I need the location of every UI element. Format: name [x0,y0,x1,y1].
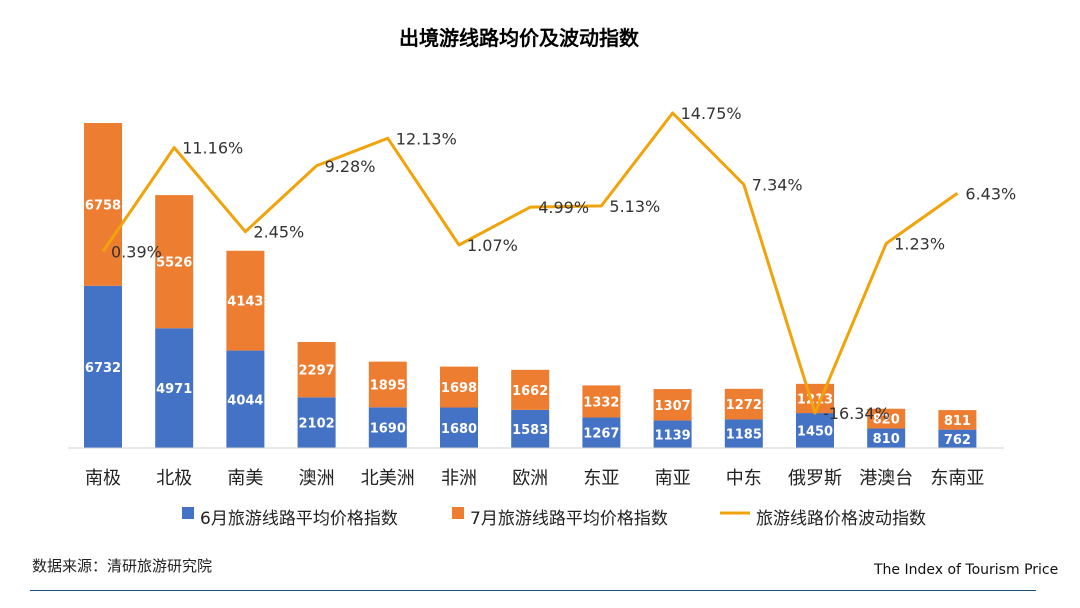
bar-july-11 [867,408,906,429]
line-label-3: 9.28% [325,157,376,176]
bar-label-june-4: 1690 [370,422,406,437]
bar-label-july-0: 6758 [85,198,121,213]
bar-label-july-6: 1662 [512,384,548,399]
bar-label-june-5: 1680 [441,422,477,437]
category-label-2: 南美 [227,468,263,489]
bar-label-july-8: 1307 [655,399,691,414]
bar-label-july-4: 1895 [370,378,406,393]
bar-july-2 [226,250,265,351]
bar-label-july-12: 811 [944,414,971,429]
bar-label-june-2: 4044 [227,393,263,408]
category-label-7: 东亚 [583,468,619,489]
bar-july-8 [653,389,692,421]
bar-june-7 [582,417,621,448]
line-label-9: 7.34% [752,176,803,195]
data-source-note: 数据来源：清研旅游研究院 [32,557,213,575]
bar-june-4 [368,407,407,448]
bar-june-6 [511,409,550,448]
category-label-10: 俄罗斯 [788,468,842,489]
bar-june-3 [297,397,336,448]
category-label-1: 北极 [156,468,192,489]
bar-june-11 [867,428,906,448]
bar-july-5 [440,366,478,408]
category-label-11: 港澳台 [859,468,913,489]
bar-july-6 [511,369,550,410]
bar-label-july-2: 4143 [227,295,263,310]
category-label-3: 澳洲 [299,468,335,489]
line-layer: 0.39% 11.16% 2.45% 9.28% 12.13% 1.07% 4.99% 5.1… [101,104,1016,423]
bar-label-july-9: 1272 [726,398,762,413]
line-label-6: 4.99% [538,198,589,217]
bar-june-2 [226,350,265,448]
bar-june-5 [440,407,478,448]
bar-june-0 [84,285,122,448]
bar-label-july-11: 820 [873,413,900,428]
legend-label-july: 7月旅游线路平均价格指数 [470,509,668,529]
bar-label-july-5: 1698 [441,381,477,396]
line-label-8: 14.75% [681,104,742,123]
bar-july-4 [368,361,407,408]
bar-label-july-1: 5526 [156,256,192,271]
bar-label-june-7: 1267 [583,427,619,442]
bar-label-june-11: 810 [873,432,900,447]
bar-label-july-7: 1332 [583,395,619,410]
bar-june-1 [155,328,194,448]
bar-june-9 [724,419,763,448]
brand-text: The Index of Tourism Price [874,562,1059,578]
line-label-5: 1.07% [467,236,518,255]
legend: 6月旅游线路平均价格指数 7月旅游线路平均价格指数 旅游线路价格波动指数 [182,507,926,529]
bar-label-july-10: 1213 [797,392,833,407]
category-labels: 南极 北极 南美 澳洲 北美洲 非洲 欧洲 东亚 南亚 中东 俄罗斯 港澳台 东南亚 [85,468,984,489]
category-label-9: 中东 [726,468,762,489]
line-label-7: 5.13% [609,197,660,216]
legend-swatch-june [182,507,194,519]
bottom-rule [30,590,1036,591]
bar-label-june-8: 1139 [655,428,691,443]
category-label-5: 非洲 [441,468,477,489]
line-label-0: 0.39% [111,243,162,262]
bar-june-10 [796,413,834,448]
bar-label-june-12: 762 [944,433,971,448]
bar-july-9 [724,388,763,420]
bar-june-12 [938,429,977,448]
bar-label-june-0: 6732 [85,361,121,376]
bar-label-june-1: 4971 [156,382,192,397]
bar-label-june-9: 1185 [726,428,762,443]
bar-label-june-3: 2102 [299,417,335,432]
bar-label-june-10: 1450 [797,425,833,440]
legend-label-line: 旅游线路价格波动指数 [756,509,926,529]
line-label-10: -16.34% [823,404,890,423]
bar-july-7 [582,385,621,418]
bars-layer: 6732 6758 4971 5526 4044 4143 2102 2297 1690 1895… [84,123,977,448]
category-label-0: 南极 [85,468,121,489]
line-label-12: 6.43% [965,184,1016,203]
line-label-11: 1.23% [894,234,945,253]
bar-july-1 [155,195,194,329]
category-label-4: 北美洲 [361,468,415,489]
category-label-8: 南亚 [655,468,691,489]
category-label-6: 欧洲 [512,468,548,489]
chart-title: 出境游线路均价及波动指数 [399,26,640,50]
bar-june-8 [653,420,692,448]
legend-swatch-july [452,507,464,519]
fluctuation-line [101,111,959,415]
bar-label-june-6: 1583 [512,423,548,438]
category-label-12: 东南亚 [930,468,984,489]
bar-label-july-3: 2297 [299,364,335,379]
line-label-2: 2.45% [253,223,304,242]
legend-label-june: 6月旅游线路平均价格指数 [200,509,398,529]
bar-july-0 [84,123,122,286]
bar-july-3 [297,342,336,398]
line-label-1: 11.16% [182,139,243,158]
bar-july-12 [938,410,977,430]
line-label-4: 12.13% [396,129,457,148]
